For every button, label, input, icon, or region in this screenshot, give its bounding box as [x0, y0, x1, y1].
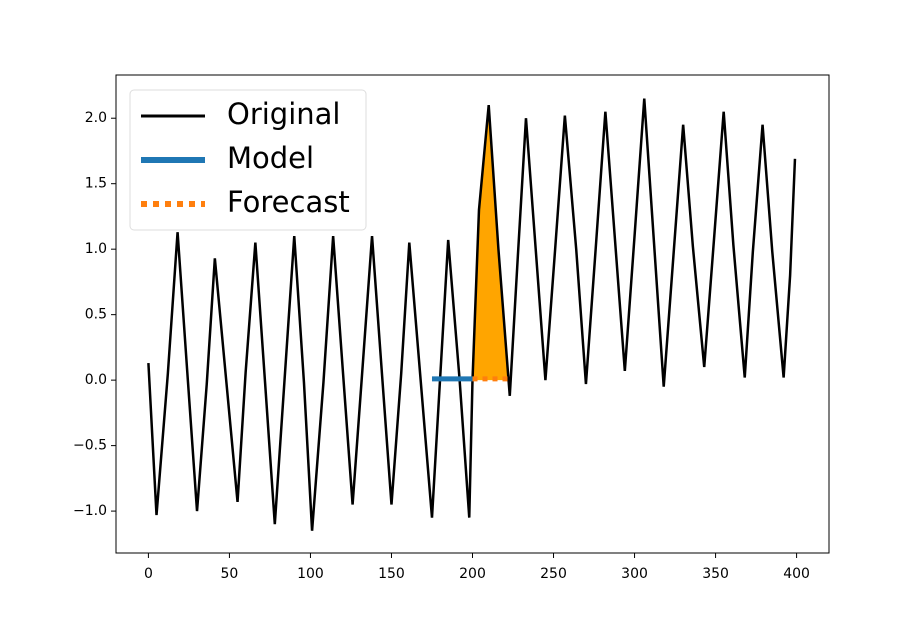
- y-tick-label: −1.0: [73, 503, 107, 519]
- legend-box: [129, 89, 367, 231]
- legend-label: Original: [227, 97, 340, 131]
- legend-label: Model: [227, 141, 314, 175]
- x-tick-label: 200: [459, 566, 486, 582]
- y-tick-label: 0.0: [85, 372, 107, 388]
- y-tick-label: 1.5: [85, 176, 107, 192]
- x-tick-label: 50: [221, 566, 239, 582]
- y-tick-label: 0.5: [85, 307, 107, 323]
- fill-area: [472, 105, 509, 381]
- y-tick-label: −0.5: [73, 438, 107, 454]
- y-tick-label: 1.0: [85, 241, 107, 257]
- x-tick-label: 100: [297, 566, 324, 582]
- x-tick-label: 350: [702, 566, 729, 582]
- y-tick-label: 2.0: [85, 110, 107, 126]
- x-tick-label: 0: [144, 566, 153, 582]
- x-tick-label: 150: [378, 566, 405, 582]
- x-tick-label: 400: [783, 566, 810, 582]
- x-tick-label: 300: [621, 566, 648, 582]
- legend: Original Model Forecast: [129, 89, 367, 231]
- legend-label: Forecast: [227, 185, 350, 219]
- x-tick-label: 250: [540, 566, 567, 582]
